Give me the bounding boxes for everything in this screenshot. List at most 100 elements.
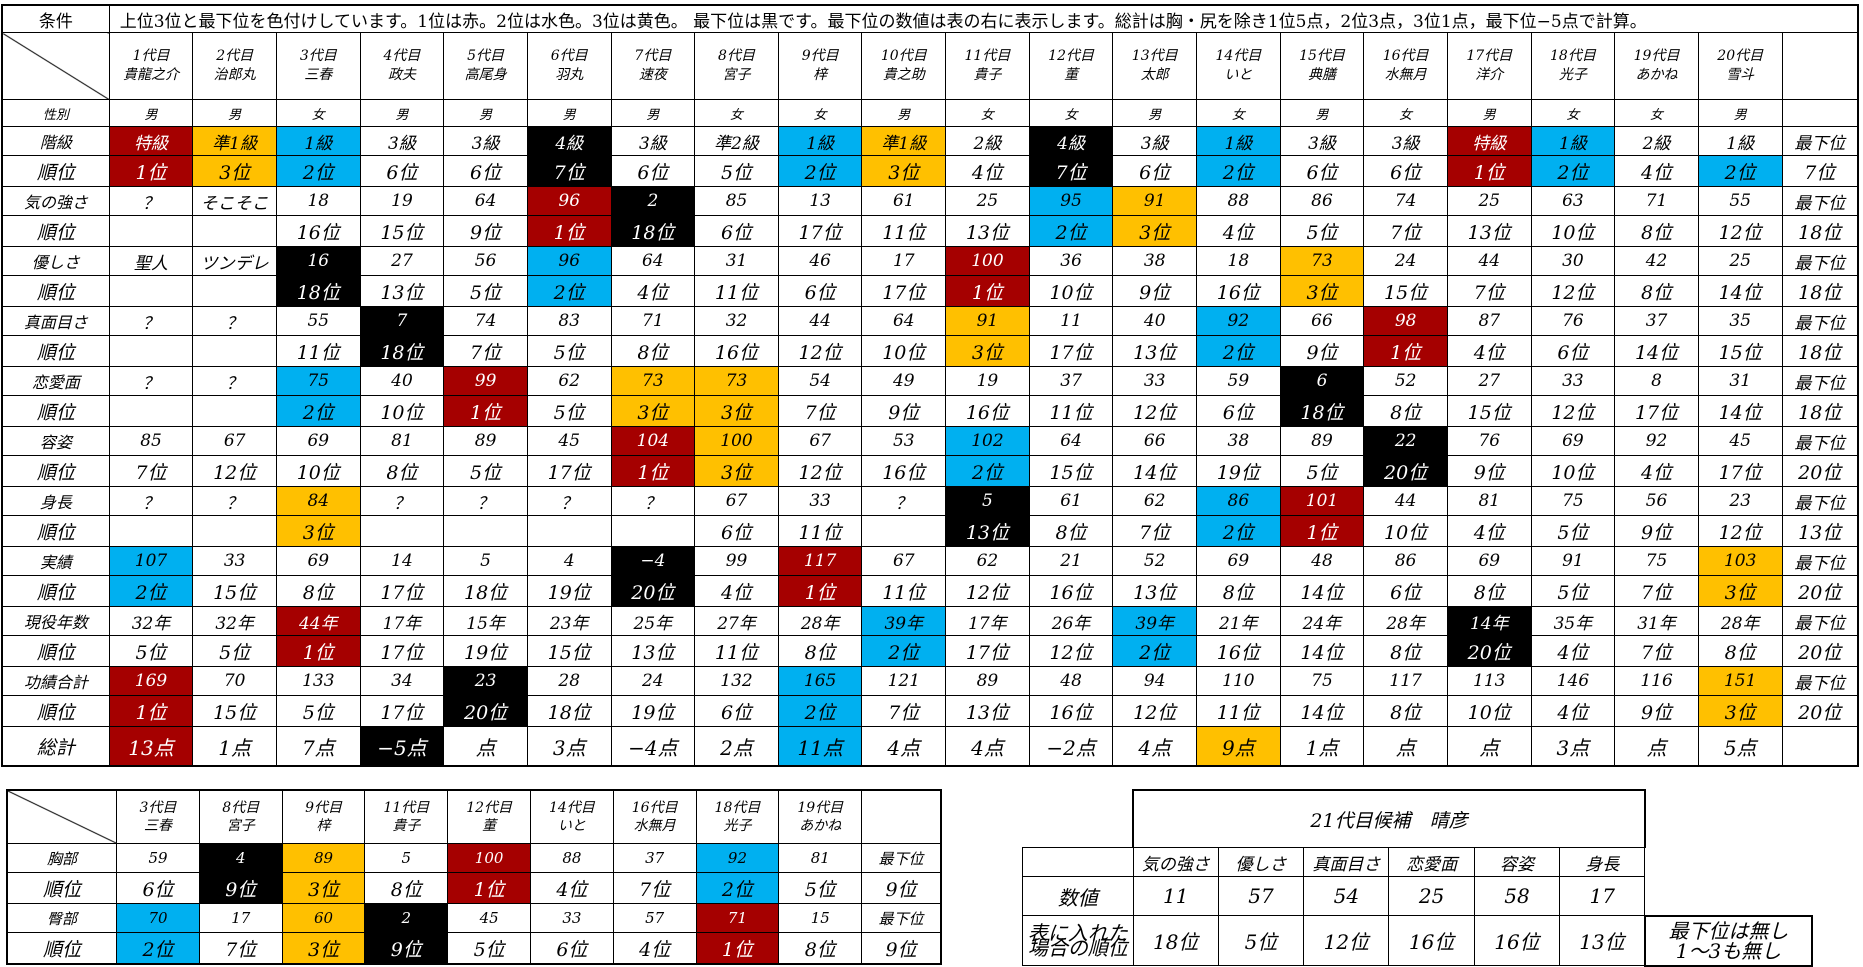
stat-rank-cell: 9位 <box>1279 335 1365 367</box>
stat-rank-cell: 8位 <box>364 872 449 904</box>
stat-rank-cell <box>108 395 194 427</box>
stat-value-cell: 55 <box>275 306 361 336</box>
stat-rank-cell: 12位 <box>1697 215 1783 247</box>
stat-rank-cell: 17位 <box>1028 335 1114 367</box>
total-cell: 2点 <box>694 726 779 767</box>
stat-value-cell: 100 <box>694 426 779 456</box>
stat-rank-cell: 5位 <box>1530 575 1616 607</box>
stat-rank-cell: 18位 <box>275 275 361 307</box>
stat-value-row: 現役年数 32年 32年 44年 17年 15年 23年 25年 27年 28年 39年 17年 26年… <box>1 606 1859 636</box>
stat-value-cell: 56 <box>443 246 528 276</box>
stat-rank-cell: 3位 <box>1697 695 1783 727</box>
character-name: 典膳 <box>1307 67 1336 83</box>
stat-value-cell: 101 <box>1279 486 1365 516</box>
stat-value-cell: 169 <box>108 666 194 696</box>
stat-rank-cell: 11位 <box>1028 395 1114 427</box>
rank-label: 順位 <box>1 515 110 547</box>
stat-rank-cell: 5位 <box>1279 215 1365 247</box>
stat-value-cell: 37 <box>1614 306 1699 336</box>
character-header: 5代目 高尾身 <box>443 32 528 100</box>
character-name: 董 <box>482 818 497 834</box>
empty-cell <box>1781 32 1859 100</box>
stat-value-cell: 75 <box>1614 546 1699 576</box>
stat-rank-cell: 12位 <box>192 455 277 487</box>
stat-rank-cell: 9位 <box>1614 515 1699 547</box>
stat-value-cell: 63 <box>1530 186 1616 216</box>
stat-value-cell: 91 <box>945 306 1030 336</box>
stat-value-cell: 35年 <box>1530 606 1616 636</box>
stat-rank-cell: 13位 <box>359 275 445 307</box>
stat-value-cell: 37 <box>612 843 697 873</box>
stat-rank-cell: 13位 <box>945 515 1030 547</box>
character-header: 3代目 三春 <box>116 789 200 844</box>
stat-value-cell: 81 <box>1446 486 1532 516</box>
stat-value-cell: 92 <box>695 843 780 873</box>
stat-value-cell: 116 <box>1614 666 1699 696</box>
character-header: 11代目 貴子 <box>364 789 449 844</box>
worst-rank-value: 7位 <box>1781 155 1859 187</box>
stat-rank-cell: 8位 <box>1028 515 1114 547</box>
stat-value-cell: 準1級 <box>192 126 277 156</box>
sub-rank-row: 順位 6位 9位 3位 8位 1位 4位 7位 2位 5位 9位 <box>6 872 942 904</box>
stat-rank-cell: 19位 <box>1196 455 1281 487</box>
candidate-rank: 12位 <box>1303 915 1390 966</box>
stat-value-cell: 45 <box>447 903 531 933</box>
note-line: 1〜3も無し <box>1675 938 1782 963</box>
stat-rank-cell: 16位 <box>1028 575 1114 607</box>
stat-value-cell: 56 <box>1614 486 1699 516</box>
character-name: 梓 <box>316 818 331 834</box>
stat-rank-cell: 4位 <box>530 872 614 904</box>
stat-rank-cell: 5位 <box>1530 515 1616 547</box>
stat-rank-cell: 1位 <box>447 872 531 904</box>
stat-value-cell: 24 <box>1363 246 1448 276</box>
stat-rank-cell: 15位 <box>1363 275 1448 307</box>
stat-value-cell: 40 <box>359 366 445 396</box>
stat-rank-cell: 6位 <box>610 155 696 187</box>
stat-value-cell: 75 <box>1530 486 1616 516</box>
stat-value-cell: 69 <box>1530 426 1616 456</box>
stat-value-cell: 28年 <box>1363 606 1448 636</box>
stat-rank-cell: 19位 <box>610 695 696 727</box>
character-name: 貴子 <box>973 67 1002 83</box>
stat-value-cell: 86 <box>1196 486 1281 516</box>
character-generation: 9代目 <box>801 48 839 64</box>
character-header: 3代目 三春 <box>275 32 361 100</box>
character-generation: 1代目 <box>132 48 170 64</box>
stat-rank-cell: 18位 <box>443 575 528 607</box>
stat-value-cell: 2級 <box>1614 126 1699 156</box>
stat-value-cell: 89 <box>443 426 528 456</box>
stat-value-cell: 86 <box>1363 546 1448 576</box>
stat-value-cell: 17年 <box>945 606 1030 636</box>
stat-rank-cell: 12位 <box>1530 275 1616 307</box>
gender-cell: 男 <box>1279 99 1365 127</box>
stat-rank-cell: 5位 <box>1279 455 1365 487</box>
worst-label: 最下位 <box>1781 186 1859 216</box>
stat-rank-cell: 6位 <box>1112 155 1198 187</box>
stat-value-cell: 103 <box>1697 546 1783 576</box>
stat-value-cell: 34 <box>359 666 445 696</box>
rank-label: 順位 <box>1 575 110 607</box>
total-cell: 点 <box>1363 726 1448 767</box>
stat-value-cell: 19 <box>359 186 445 216</box>
character-name: 梓 <box>813 67 828 83</box>
stat-value-cell: 15年 <box>443 606 528 636</box>
stat-rank-cell: 12位 <box>777 335 863 367</box>
worst-label: 最下位 <box>1781 306 1859 336</box>
stat-rank-cell: 2位 <box>1196 155 1281 187</box>
stat-value-cell: 83 <box>526 306 612 336</box>
worst-rank-value: 20位 <box>1781 695 1859 727</box>
stat-rank-cell: 2位 <box>275 395 361 427</box>
stat-value-cell: 99 <box>443 366 528 396</box>
stat-rank-cell: 7位 <box>443 335 528 367</box>
stat-rank-cell: 14位 <box>1279 575 1365 607</box>
stat-rank-cell: 17位 <box>777 215 863 247</box>
stat-value-cell: 84 <box>275 486 361 516</box>
worst-rank-value: 13位 <box>1781 515 1859 547</box>
stat-rank-cell: 3位 <box>1279 275 1365 307</box>
character-header: 19代目 あかね <box>1614 32 1699 100</box>
stat-label: 階級 <box>1 126 110 156</box>
stat-value-cell: 14 <box>359 546 445 576</box>
stat-rank-cell: 12位 <box>1112 695 1198 727</box>
stat-value-cell: 64 <box>610 246 696 276</box>
stat-label: 恋愛面 <box>1 366 110 396</box>
